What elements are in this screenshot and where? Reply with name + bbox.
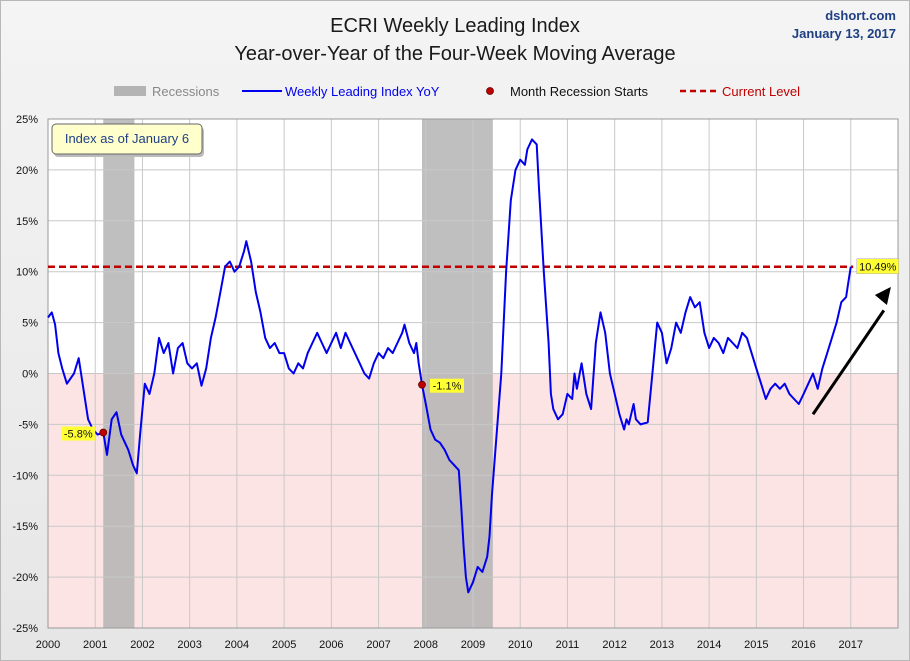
title-line-1: ECRI Weekly Leading Index — [330, 15, 580, 37]
trend-arrow-shaft — [811, 309, 886, 416]
legend: Recessions Weekly Leading Index YoY Mont… — [114, 84, 800, 99]
recession-start-marker — [418, 380, 426, 389]
y-tick-label: 0% — [22, 369, 38, 381]
x-tick-label: 2015 — [744, 639, 768, 651]
trend-arrow-head — [874, 286, 891, 305]
y-tick-label: -15% — [12, 521, 38, 533]
title-line-2: Year-over-Year of the Four-Week Moving A… — [234, 43, 676, 65]
legend-recessions-label: Recessions — [152, 84, 220, 99]
x-tick-label: 2009 — [461, 639, 485, 651]
series-line-weekly-leading-index — [47, 138, 852, 594]
y-tick-label: 10% — [16, 267, 38, 279]
x-tick-label: 2005 — [272, 639, 296, 651]
y-tick-label: 25% — [16, 114, 38, 126]
legend-series-label: Weekly Leading Index YoY — [285, 84, 440, 99]
y-tick-label: 20% — [16, 165, 38, 177]
legend-current-label: Current Level — [722, 84, 800, 99]
legend-recession-start-label: Month Recession Starts — [510, 84, 649, 99]
x-tick-label: 2001 — [83, 639, 107, 651]
annotation-text: Index as of January 6 — [65, 131, 189, 146]
legend-marker-swatch — [486, 87, 494, 95]
date-label: January 13, 2017 — [791, 26, 896, 41]
y-tick-label: -20% — [12, 572, 38, 584]
y-tick-label: -25% — [12, 623, 38, 635]
recession-start-label-bg — [430, 378, 464, 393]
x-tick-label: 2003 — [177, 639, 201, 651]
recession-start-label: -5.8% — [64, 429, 93, 441]
recession-start-label: -1.1% — [433, 381, 462, 393]
end-value-label: 10.49% — [859, 262, 897, 274]
y-tick-label: -10% — [12, 470, 38, 482]
x-tick-label: 2017 — [839, 639, 863, 651]
x-tick-label: 2006 — [319, 639, 343, 651]
y-tick-label: -5% — [18, 419, 38, 431]
x-tick-label: 2016 — [791, 639, 815, 651]
x-tick-label: 2008 — [414, 639, 438, 651]
y-tick-label: 5% — [22, 318, 38, 330]
source-label: dshort.com — [825, 8, 896, 23]
plot-area: 25% 20% 15% 10% 5% 0% -5% -10% -15% -20% -25% 2000 2… — [12, 114, 900, 651]
x-tick-label: 2014 — [697, 639, 721, 651]
x-tick-label: 2002 — [130, 639, 154, 651]
x-tick-label: 2013 — [650, 639, 674, 651]
end-value-label-bg — [856, 258, 900, 274]
recession-start-marker — [99, 428, 108, 437]
annotation-box — [51, 123, 203, 155]
x-tick-label: 2010 — [508, 639, 532, 651]
plot-border — [47, 118, 899, 629]
chart-title: ECRI Weekly Leading Index Year-over-Year… — [0, 12, 910, 68]
x-tick-label: 2004 — [225, 639, 249, 651]
x-tick-label: 2007 — [366, 639, 390, 651]
y-tick-label: 15% — [16, 216, 38, 228]
legend-recession-swatch — [114, 86, 146, 96]
recession-start-label-bg — [61, 426, 96, 441]
x-tick-label: 2011 — [556, 639, 580, 651]
x-tick-label: 2012 — [602, 639, 626, 651]
x-tick-label: 2000 — [36, 639, 60, 651]
